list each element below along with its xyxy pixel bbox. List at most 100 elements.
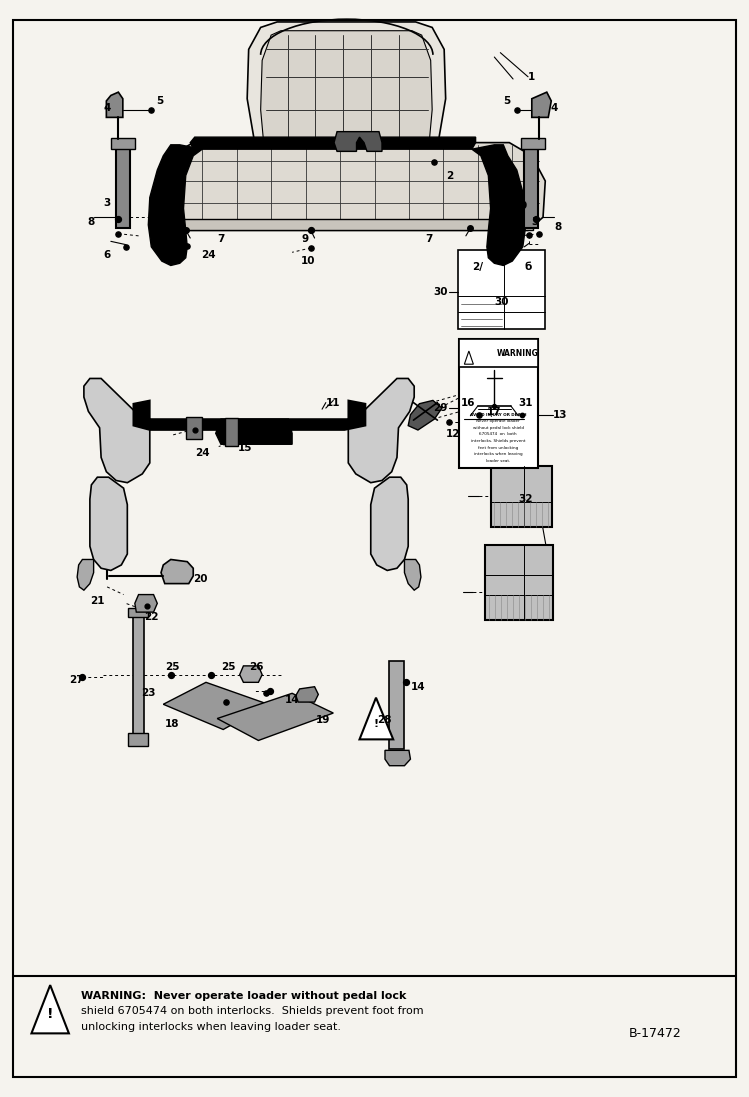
Polygon shape xyxy=(133,400,366,430)
Bar xyxy=(485,545,553,620)
Text: 15: 15 xyxy=(238,442,252,453)
Polygon shape xyxy=(216,419,292,444)
Point xyxy=(488,397,500,415)
Polygon shape xyxy=(371,477,408,570)
Polygon shape xyxy=(217,693,333,740)
Polygon shape xyxy=(106,92,123,117)
Text: 31: 31 xyxy=(518,397,533,408)
Text: 6705474  on  both: 6705474 on both xyxy=(479,432,517,437)
Polygon shape xyxy=(247,22,446,151)
Point xyxy=(120,238,132,256)
Text: 5: 5 xyxy=(503,95,511,106)
Polygon shape xyxy=(148,145,202,265)
Text: B-17472: B-17472 xyxy=(629,1027,682,1040)
Text: 21: 21 xyxy=(91,596,105,607)
Text: 12: 12 xyxy=(446,429,460,440)
Polygon shape xyxy=(135,595,157,612)
Text: 26: 26 xyxy=(249,661,263,672)
Text: 17: 17 xyxy=(487,407,502,418)
Polygon shape xyxy=(77,559,94,590)
Point xyxy=(464,219,476,237)
Point xyxy=(492,238,504,256)
Point xyxy=(181,237,193,255)
Point xyxy=(112,225,124,242)
Bar xyxy=(128,608,148,617)
Text: !: ! xyxy=(47,1007,53,1020)
Polygon shape xyxy=(334,132,382,151)
Text: 4: 4 xyxy=(551,102,558,113)
Bar xyxy=(524,143,538,228)
Bar xyxy=(133,611,144,737)
Polygon shape xyxy=(408,400,442,430)
Polygon shape xyxy=(472,145,526,265)
Text: without pedal lock shield: without pedal lock shield xyxy=(473,426,524,430)
Bar xyxy=(225,418,238,446)
Text: 32: 32 xyxy=(518,494,533,505)
Text: 27: 27 xyxy=(69,675,84,686)
Bar xyxy=(459,339,538,468)
Polygon shape xyxy=(84,378,150,483)
Bar xyxy=(458,250,545,329)
Text: AVOID INJURY OR DEATH: AVOID INJURY OR DEATH xyxy=(470,412,527,417)
Point xyxy=(523,226,535,244)
Text: 14: 14 xyxy=(285,694,300,705)
Text: unlocking interlocks when leaving loader seat.: unlocking interlocks when leaving loader… xyxy=(81,1021,341,1032)
Polygon shape xyxy=(159,143,545,230)
Text: 29: 29 xyxy=(434,403,448,414)
Text: WARNING:  Never operate loader without pedal lock: WARNING: Never operate loader without pe… xyxy=(81,991,406,1002)
Point xyxy=(400,674,412,691)
Text: 14: 14 xyxy=(410,681,425,692)
Text: 18: 18 xyxy=(165,719,179,730)
Text: 16: 16 xyxy=(461,397,475,408)
Bar xyxy=(111,138,135,149)
Text: interlocks. Shields prevent: interlocks. Shields prevent xyxy=(471,439,525,443)
Text: 9: 9 xyxy=(301,234,309,245)
Text: 3: 3 xyxy=(532,216,539,227)
Text: !: ! xyxy=(374,719,378,730)
Text: 19: 19 xyxy=(316,714,330,725)
Polygon shape xyxy=(240,666,262,682)
Bar xyxy=(116,143,130,228)
Point xyxy=(112,211,124,228)
Text: 25: 25 xyxy=(165,661,179,672)
Text: 29: 29 xyxy=(513,201,527,212)
Point xyxy=(180,222,192,239)
Point xyxy=(443,414,455,431)
Bar xyxy=(128,733,148,746)
Text: 1: 1 xyxy=(528,71,536,82)
Point xyxy=(165,666,177,683)
Point xyxy=(511,101,523,118)
Polygon shape xyxy=(360,698,393,739)
Polygon shape xyxy=(190,137,476,149)
Text: 22: 22 xyxy=(145,611,159,622)
Bar xyxy=(186,417,202,439)
Bar xyxy=(459,339,538,367)
Bar xyxy=(491,466,552,527)
Text: 2: 2 xyxy=(446,170,453,181)
Text: WARNING: WARNING xyxy=(497,349,539,358)
Text: 28: 28 xyxy=(377,714,391,725)
Text: 24: 24 xyxy=(195,448,210,459)
Point xyxy=(305,222,317,239)
Text: б: б xyxy=(524,261,532,272)
Point xyxy=(205,666,217,683)
Text: 7: 7 xyxy=(425,234,433,245)
Text: shield 6705474 on both interlocks.  Shields prevent foot from: shield 6705474 on both interlocks. Shiel… xyxy=(81,1006,423,1017)
Text: 5: 5 xyxy=(156,95,163,106)
Point xyxy=(473,406,485,423)
Bar xyxy=(389,661,404,749)
Text: 23: 23 xyxy=(141,688,155,699)
Text: interlocks when leaving: interlocks when leaving xyxy=(474,452,522,456)
Text: 3: 3 xyxy=(103,197,111,208)
Text: 2/: 2/ xyxy=(472,261,483,272)
Polygon shape xyxy=(161,559,193,584)
Polygon shape xyxy=(31,985,69,1033)
Point xyxy=(141,597,153,614)
Point xyxy=(533,225,545,242)
Text: 24: 24 xyxy=(201,249,216,260)
Point xyxy=(260,685,272,702)
Polygon shape xyxy=(348,378,414,483)
Text: 8: 8 xyxy=(554,222,562,233)
Polygon shape xyxy=(464,351,473,364)
Polygon shape xyxy=(296,687,318,702)
